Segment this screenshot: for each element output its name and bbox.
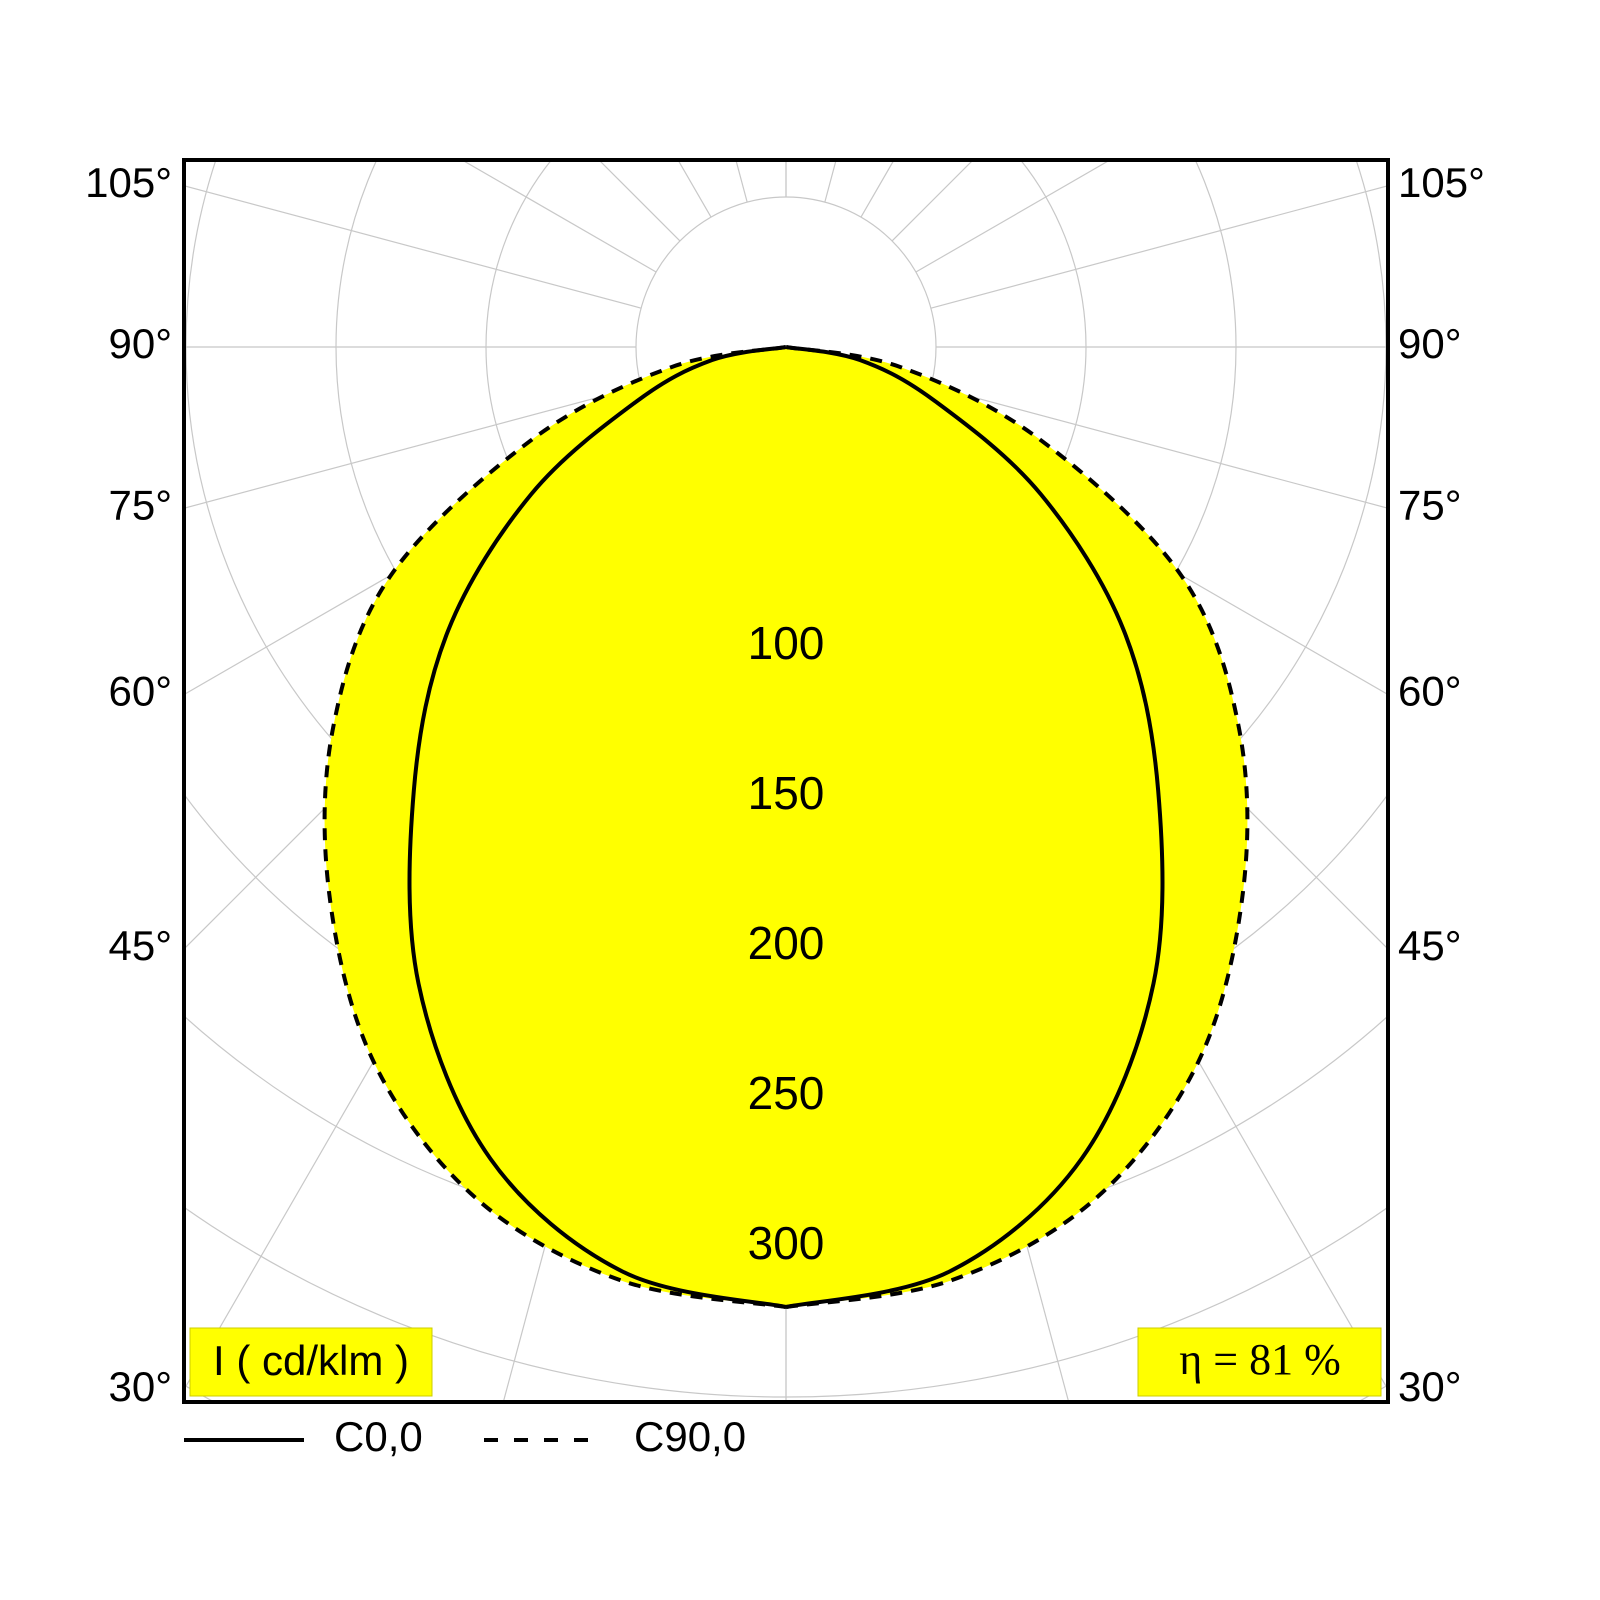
grid-spoke [184,385,642,509]
legend-label: C90,0 [634,1413,746,1460]
r-tick-label: 200 [748,917,825,969]
legend-label: C0,0 [334,1413,423,1460]
unit-label: I ( cd/klm ) [213,1337,409,1384]
r-tick-label: 300 [748,1217,825,1269]
plot: 100 150 200 250 300 [322,345,1250,1309]
series-line [407,345,787,1309]
r-tick-label: 100 [748,617,825,669]
grid-spoke [184,185,642,309]
fill-area [324,347,786,1307]
series-line [785,345,1165,1309]
angle-tick-label: 105° [85,159,172,206]
angle-tick-label: 90° [1398,320,1462,367]
angle-tick-label: 30° [1398,1363,1462,1410]
series-line [785,345,1250,1309]
grid-spoke [930,185,1388,309]
angle-tick-label: 45° [108,922,172,969]
r-tick-label: 250 [748,1067,825,1119]
efficiency-label: η = 81 % [1179,1335,1340,1384]
unit-box [189,1327,433,1397]
angle-tick-label: 60° [1398,668,1462,715]
legend: C0,0 C90,0 [184,1413,746,1460]
angle-tick-label: 75° [1398,481,1462,528]
angle-tick-label: 45° [1398,922,1462,969]
grid-spoke [930,385,1388,509]
grid-spoke [915,160,1112,273]
r-tick-label: 150 [748,767,825,819]
angle-tick-label: 105° [1398,159,1485,206]
angle-tick-label: 30° [108,1363,172,1410]
grid-spoke [460,160,657,273]
angle-tick-label: 90° [108,320,172,367]
efficiency-box [1137,1327,1382,1397]
fill-area [786,347,1248,1307]
labels: 30° 30° 45° 45° 60° 60° 75° 75° 90° 90° 105° 105° [85,159,1485,1410]
angle-tick-label: 60° [108,668,172,715]
series-line [322,345,787,1309]
angle-tick-label: 75° [108,481,172,528]
frame [182,158,1390,1404]
